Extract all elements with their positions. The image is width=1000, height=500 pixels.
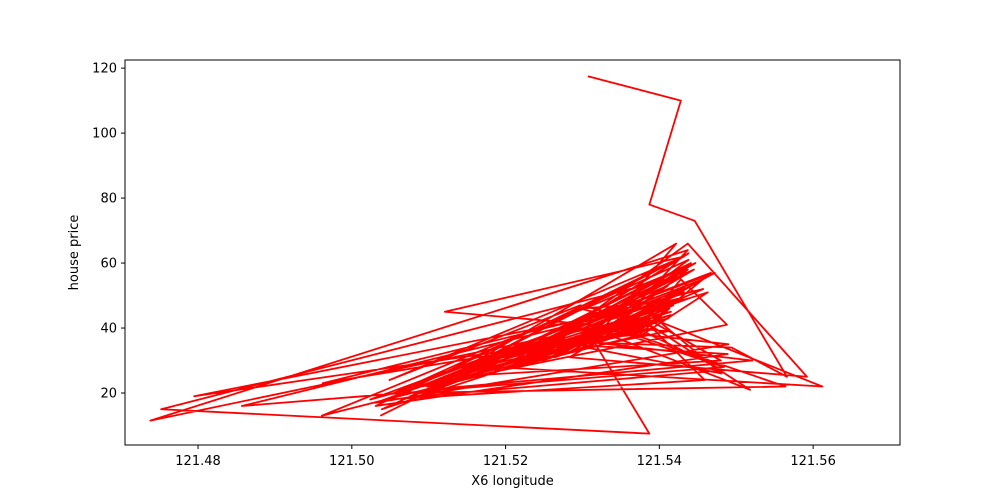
axes-frame <box>124 59 901 446</box>
x-tick-label: 121.50 <box>329 454 375 469</box>
x-axis-label: X6 longitude <box>471 474 554 489</box>
y-axis-label: house price <box>67 215 82 291</box>
x-tick-label: 121.56 <box>790 454 836 469</box>
y-tick-label: 40 <box>100 322 117 337</box>
y-axis: 20 40 60 80 100 120 <box>92 62 125 402</box>
y-tick-label: 120 <box>92 62 117 77</box>
y-tick-label: 80 <box>100 192 117 207</box>
y-tick-label: 20 <box>100 387 117 402</box>
x-tick-label: 121.52 <box>483 454 529 469</box>
y-tick-label: 60 <box>100 257 117 272</box>
x-axis: 121.48 121.50 121.52 121.54 121.56 <box>175 445 836 469</box>
x-tick-label: 121.48 <box>175 454 221 469</box>
y-tick-label: 100 <box>92 127 117 142</box>
plot-area <box>149 75 824 435</box>
series-line <box>149 75 824 435</box>
x-tick-label: 121.54 <box>637 454 683 469</box>
